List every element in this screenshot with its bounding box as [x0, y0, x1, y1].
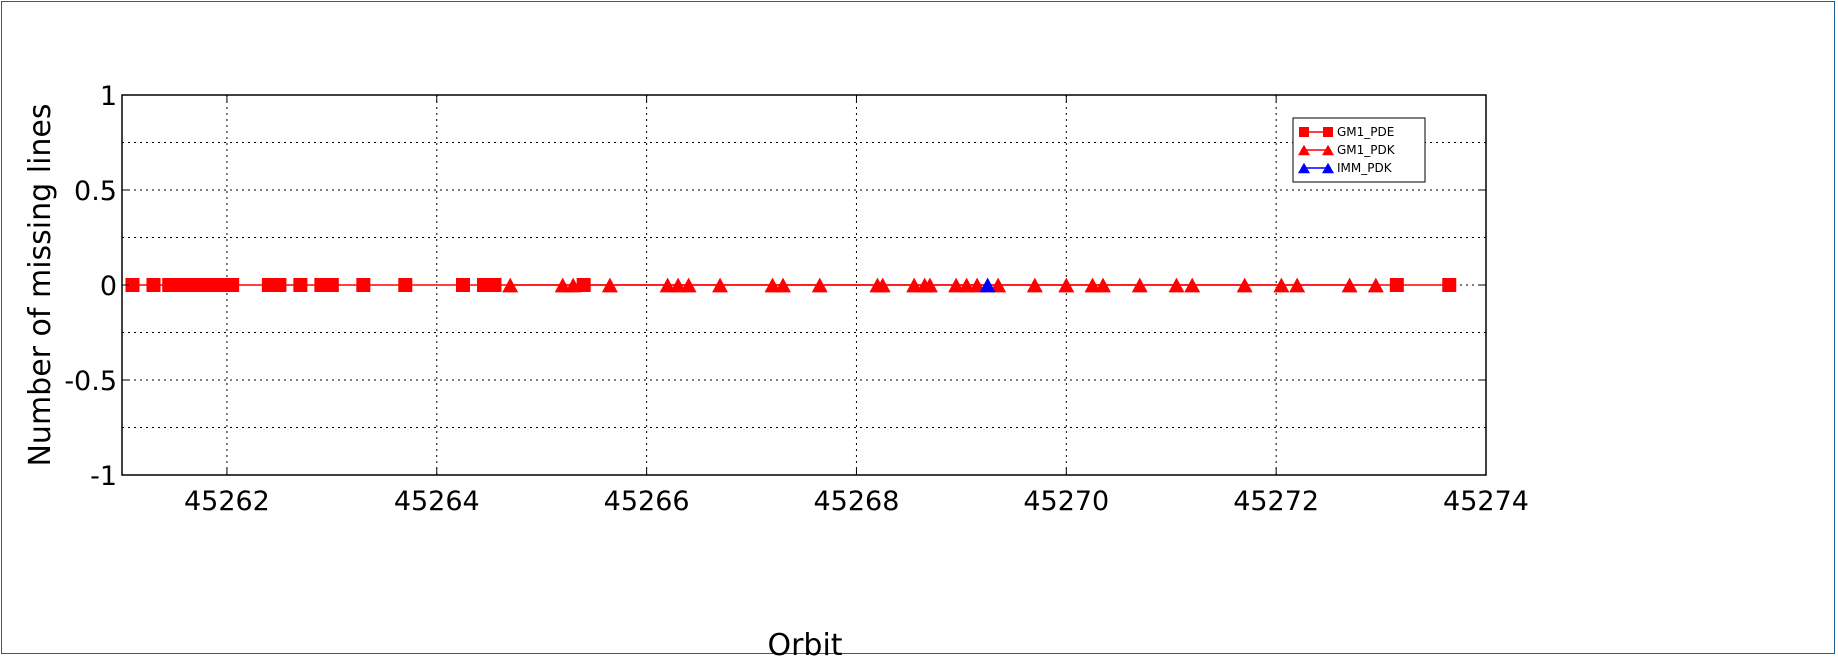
x-tick-label: 45262	[184, 486, 270, 517]
data-point	[212, 278, 226, 292]
data-point	[325, 278, 339, 292]
data-point	[1442, 278, 1456, 292]
y-tick-label: 0	[100, 271, 117, 302]
x-tick-label: 45268	[814, 486, 900, 517]
data-point	[487, 278, 501, 292]
data-point	[293, 278, 307, 292]
data-point	[272, 278, 286, 292]
data-point	[146, 278, 160, 292]
x-tick-label: 45270	[1023, 486, 1109, 517]
legend-entry: GM1_PDK	[1337, 143, 1396, 157]
x-tick-label: 45264	[394, 486, 480, 517]
y-tick-label: -1	[90, 461, 117, 492]
series-layer	[125, 278, 1456, 293]
data-point	[456, 278, 470, 292]
data-point	[356, 278, 370, 292]
data-point	[398, 278, 412, 292]
x-tick-label: 45272	[1233, 486, 1319, 517]
data-point	[225, 278, 239, 292]
y-tick-label: 1	[100, 81, 117, 112]
legend-marker	[1299, 127, 1309, 137]
y-axis-label: Number of missing lines	[23, 103, 58, 466]
legend: GM1_PDE GM1_PDK IMM_PDK	[1293, 118, 1425, 182]
y-tick-label: -0.5	[64, 366, 117, 397]
legend-entry: IMM_PDK	[1337, 161, 1393, 175]
data-point	[1390, 278, 1404, 292]
legend-marker	[1323, 127, 1333, 137]
legend-entry: GM1_PDE	[1337, 125, 1394, 139]
y-tick-label: 0.5	[74, 176, 117, 207]
x-tick-label: 45266	[604, 486, 690, 517]
x-axis-label: Orbit	[767, 628, 842, 657]
x-tick-label: 45274	[1443, 486, 1529, 517]
